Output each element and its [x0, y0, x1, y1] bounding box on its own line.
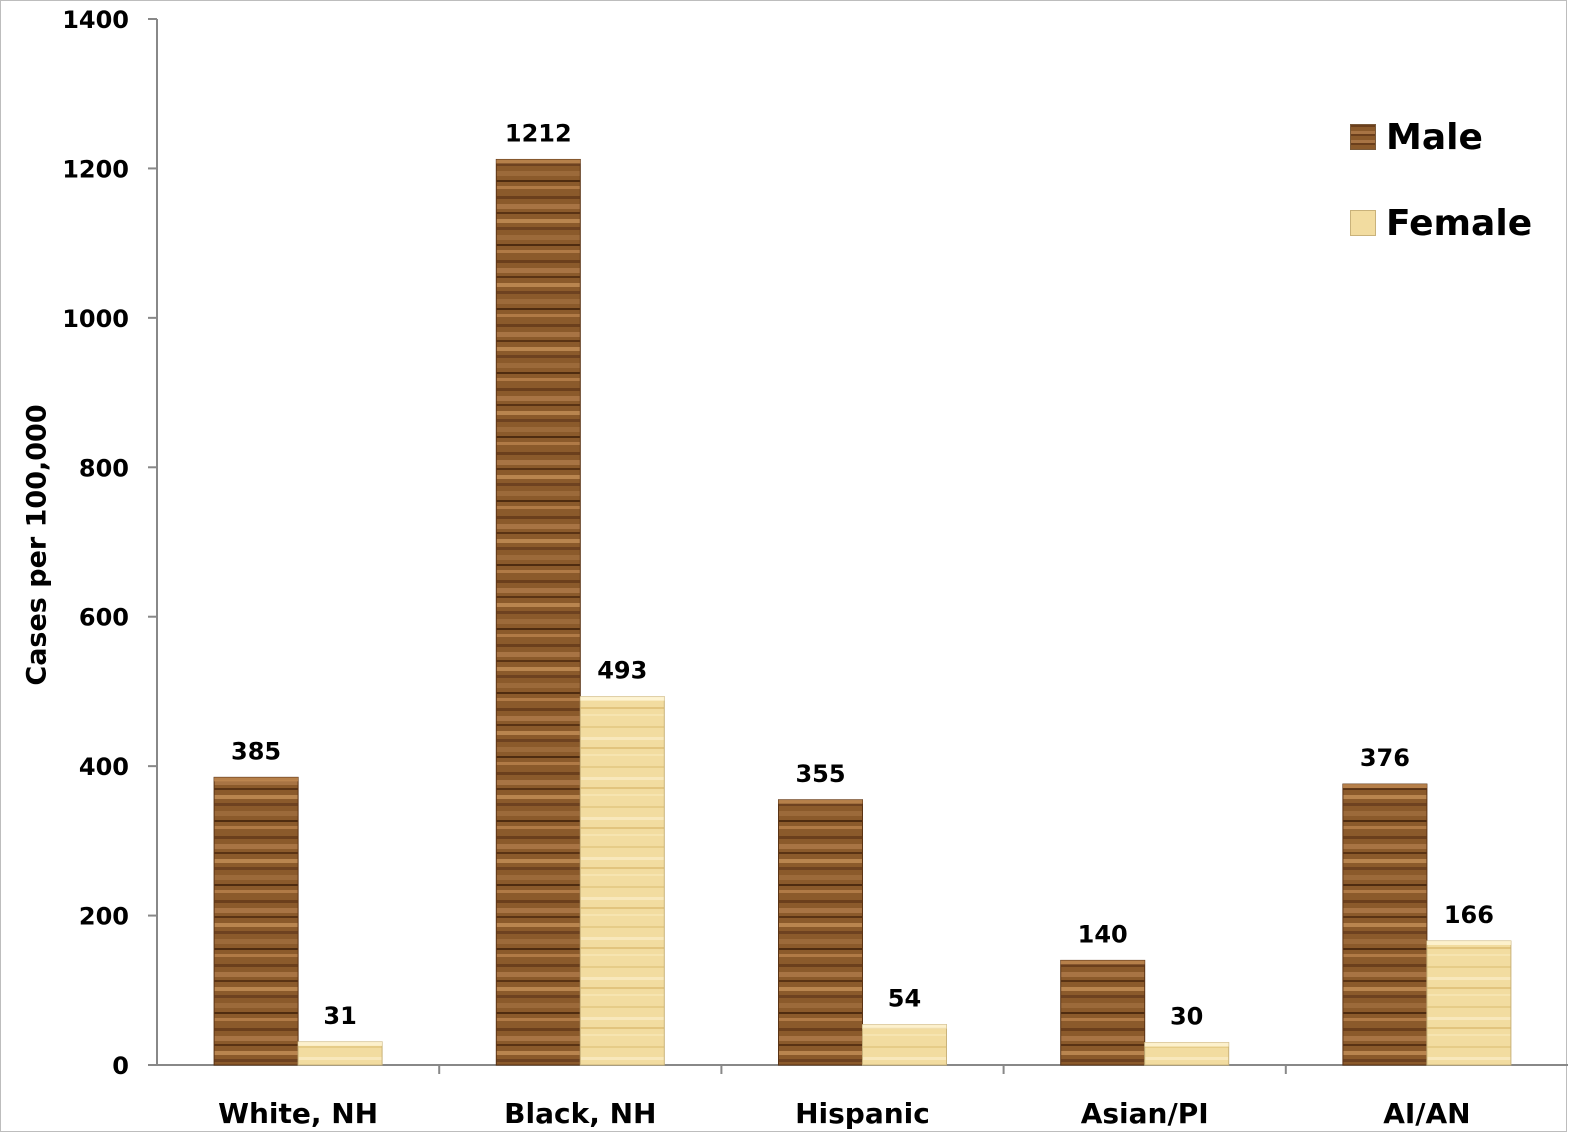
x-category-label: AI/AN — [1383, 1097, 1470, 1130]
y-tick-label: 400 — [79, 753, 129, 781]
legend-swatch-male — [1350, 124, 1376, 150]
data-label-female: 54 — [888, 985, 921, 1013]
data-label-male: 140 — [1078, 920, 1128, 948]
y-tick-label: 200 — [79, 903, 129, 931]
bar-bevel — [778, 799, 863, 804]
bar-female — [1426, 940, 1512, 1066]
legend-label-female: Female — [1386, 202, 1533, 244]
legend-label-male: Male — [1386, 116, 1483, 158]
bar-bevel — [862, 1024, 947, 1029]
data-label-male: 1212 — [505, 119, 572, 147]
x-category-label: Hispanic — [795, 1097, 930, 1130]
y-tick-label: 0 — [112, 1052, 129, 1080]
data-label-male: 355 — [795, 760, 845, 788]
x-category-label: Black, NH — [504, 1097, 656, 1130]
bar-male — [495, 158, 581, 1066]
legend: Male Female — [1350, 112, 1532, 284]
bar-bevel — [1144, 1042, 1229, 1047]
bar-male — [778, 799, 863, 1066]
y-axis-title: Cases per 100,000 — [21, 404, 53, 686]
bar-bevel — [1426, 940, 1511, 945]
bar-male — [1342, 783, 1428, 1066]
bar-male — [213, 776, 299, 1066]
data-label-male: 376 — [1360, 744, 1410, 772]
bar-bevel — [214, 777, 299, 782]
y-tick-label: 1000 — [62, 305, 129, 333]
data-label-female: 493 — [597, 657, 647, 685]
bar-bevel — [1342, 784, 1427, 789]
y-tick-label: 800 — [79, 454, 129, 482]
y-tick-label: 600 — [79, 604, 129, 632]
bar-bevel — [496, 159, 581, 164]
legend-swatch-female — [1350, 210, 1376, 236]
legend-item-female: Female — [1350, 198, 1532, 248]
bar-bevel — [1060, 960, 1145, 965]
bar-bevel — [298, 1041, 383, 1046]
bar-female — [579, 696, 665, 1066]
x-category-label: White, NH — [218, 1097, 378, 1130]
bar-bevel — [580, 696, 665, 701]
bar-male — [1060, 959, 1146, 1066]
x-category-label: Asian/PI — [1081, 1097, 1209, 1130]
legend-item-male: Male — [1350, 112, 1532, 162]
data-label-female: 166 — [1444, 901, 1494, 929]
data-label-female: 31 — [323, 1002, 356, 1030]
y-tick-label: 1200 — [62, 155, 129, 183]
data-label-female: 30 — [1170, 1003, 1203, 1031]
bar-female — [862, 1024, 947, 1066]
y-tick-label: 1400 — [62, 6, 129, 34]
data-label-male: 385 — [231, 737, 281, 765]
